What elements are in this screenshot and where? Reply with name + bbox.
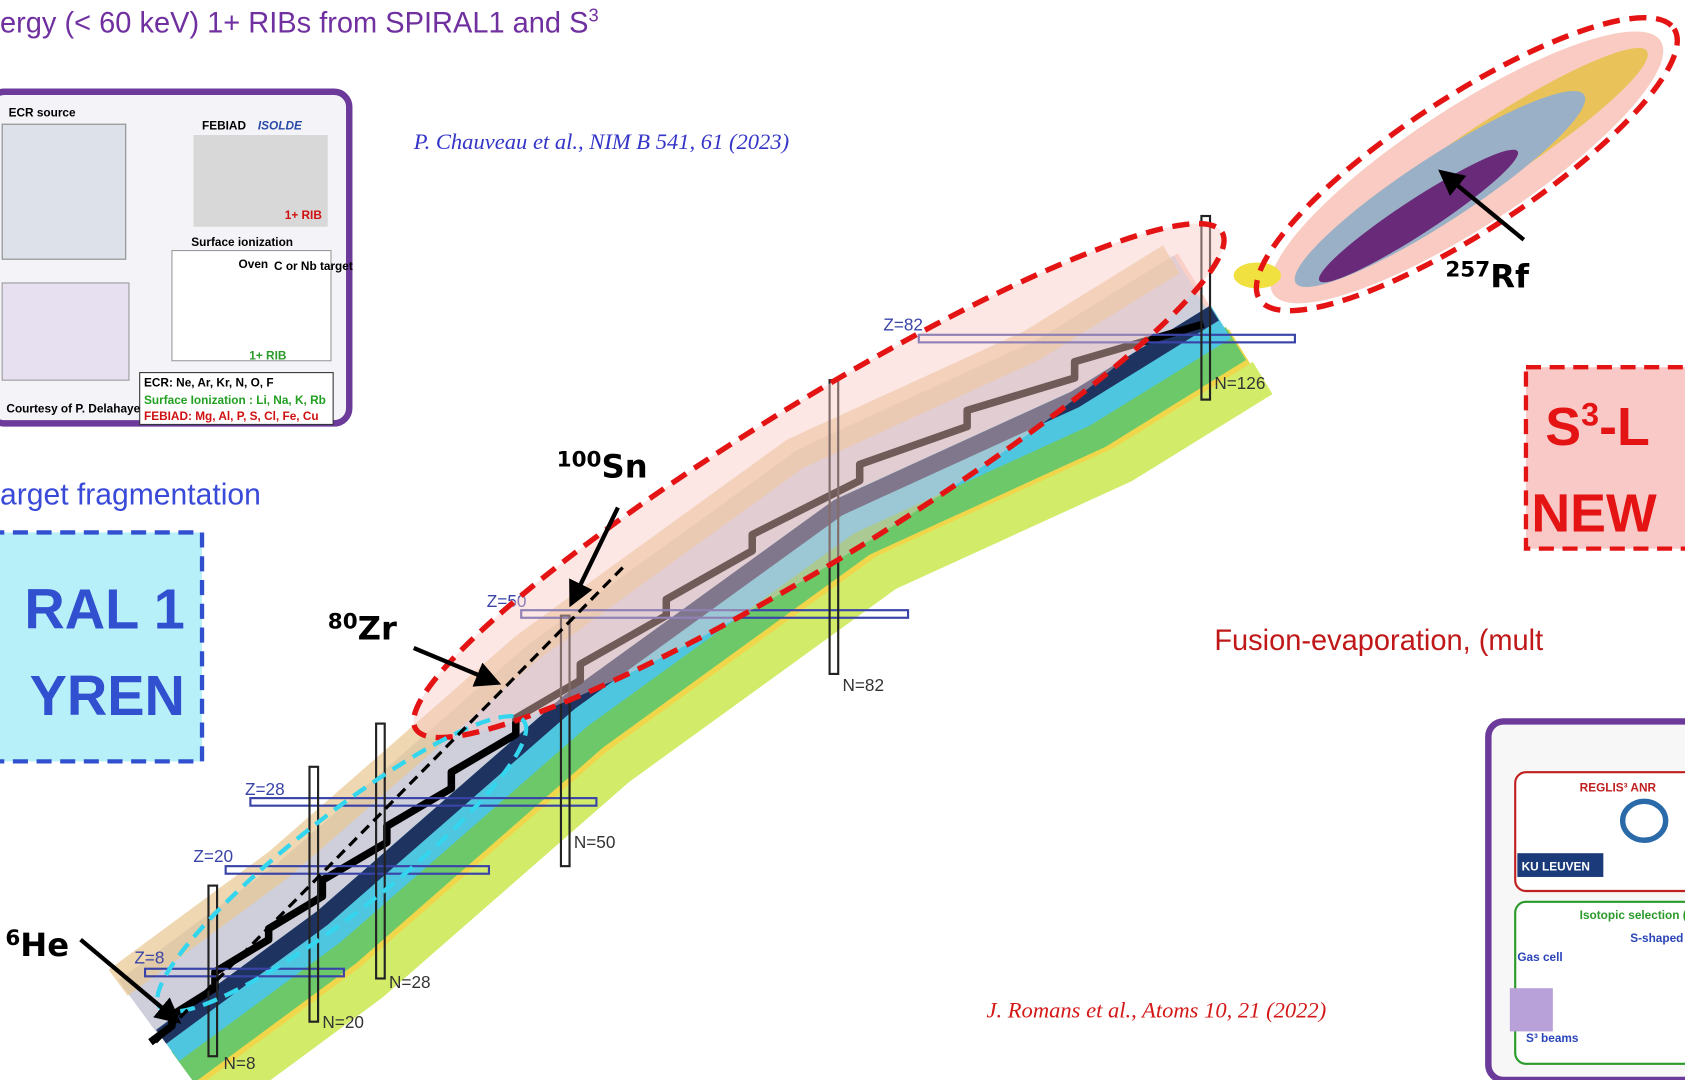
n-label: N=82 [843, 675, 885, 695]
reference: P. Chauveau et al., NIM B 541, 61 (2023) [413, 129, 789, 154]
title-sup: 3 [588, 5, 598, 26]
inset-label: S³ beams [1526, 1031, 1579, 1045]
nuclear-chart [118, 0, 1685, 1080]
inset-label: Surface Ionization : Li, Na, K, Rb [144, 393, 326, 407]
inset-label: KU LEUVEN [1522, 859, 1590, 873]
left-inset: ECR source FEBIAD ISOLDE 1+ RIB Surface … [0, 92, 353, 425]
periodic-table [2, 283, 129, 380]
mass-number: 257 [1445, 257, 1490, 282]
n-label: N=50 [574, 832, 616, 852]
element: He [20, 926, 69, 964]
inset-label: REGLIS³ ANR [1580, 781, 1657, 795]
mass-number: 80 [328, 610, 358, 635]
isotope-label: 80Zr [328, 609, 397, 647]
logo [1623, 801, 1666, 840]
mass-number: 100 [557, 448, 602, 473]
element: Sn [601, 447, 647, 485]
inset-label: FEBIAD [202, 119, 246, 133]
element: Rf [1490, 257, 1530, 295]
inset-label: 1+ RIB [249, 349, 287, 363]
right-caption: Fusion-evaporation, (mult [1214, 625, 1543, 657]
inset-label: 1+ RIB [285, 208, 323, 222]
z-label: Z=8 [134, 947, 164, 967]
inset-label: ECR: Ne, Ar, Kr, N, O, F [144, 376, 274, 390]
z-label: Z=28 [245, 779, 285, 799]
box-sup: 3 [1581, 396, 1599, 432]
element: Zr [358, 609, 397, 647]
mass-number: 6 [5, 926, 20, 951]
box-text: S [1545, 397, 1581, 457]
slide-title: ergy (< 60 keV) 1+ RIBs from SPIRAL1 and… [0, 5, 599, 40]
z-label: Z=20 [193, 846, 233, 866]
gas-cell-figure [1510, 988, 1553, 1031]
isotope-label: 6He [5, 926, 69, 964]
n-label: N=8 [224, 1053, 256, 1073]
left-caption: arget fragmentation [0, 478, 261, 511]
box-line: YREN [30, 664, 185, 727]
inset-label: S-shaped RFQ [1630, 931, 1685, 945]
inset-label: Isotopic selection (Z) [1580, 908, 1685, 922]
inset-label: Gas cell [1517, 950, 1562, 964]
n-label: N=28 [389, 972, 431, 992]
inset-label: ISOLDE [258, 119, 303, 133]
ecr-figure [2, 124, 126, 259]
reference: J. Romans et al., Atoms 10, 21 (2022) [986, 997, 1326, 1022]
n-label: N=126 [1214, 373, 1265, 393]
inset-label: Surface ionization [191, 235, 293, 249]
spiral-box [0, 532, 202, 761]
box-line: NEW [1531, 483, 1657, 543]
right-inset: REGLIS³ ANR KU LEUVEN Isotopic selection… [1488, 721, 1685, 1080]
inset-label: ECR source [9, 106, 76, 120]
isotope-label: 257Rf [1445, 257, 1530, 295]
isotope-label: 100Sn [557, 447, 648, 485]
box-line: RAL 1 [24, 577, 184, 640]
inset-label: Courtesy of P. Delahaye [6, 402, 140, 416]
box-text: -L [1599, 397, 1650, 457]
inset-label: C or Nb target [274, 259, 353, 273]
n-label: N=20 [322, 1012, 364, 1032]
slide: ergy (< 60 keV) 1+ RIBs from SPIRAL1 and… [0, 0, 1685, 1080]
z-label: Z=82 [883, 314, 923, 334]
title-text: ergy (< 60 keV) 1+ RIBs from SPIRAL1 and… [0, 7, 588, 39]
page: RIBs slide html, body { margin: 0; paddi… [0, 0, 1685, 1080]
inset-label: Oven [239, 257, 269, 271]
slide-body: {"header": {"title": "ergy (< 60 keV) 1+… [0, 0, 1685, 1080]
inset-label: FEBIAD: Mg, Al, P, S, Cl, Fe, Cu [144, 409, 319, 423]
